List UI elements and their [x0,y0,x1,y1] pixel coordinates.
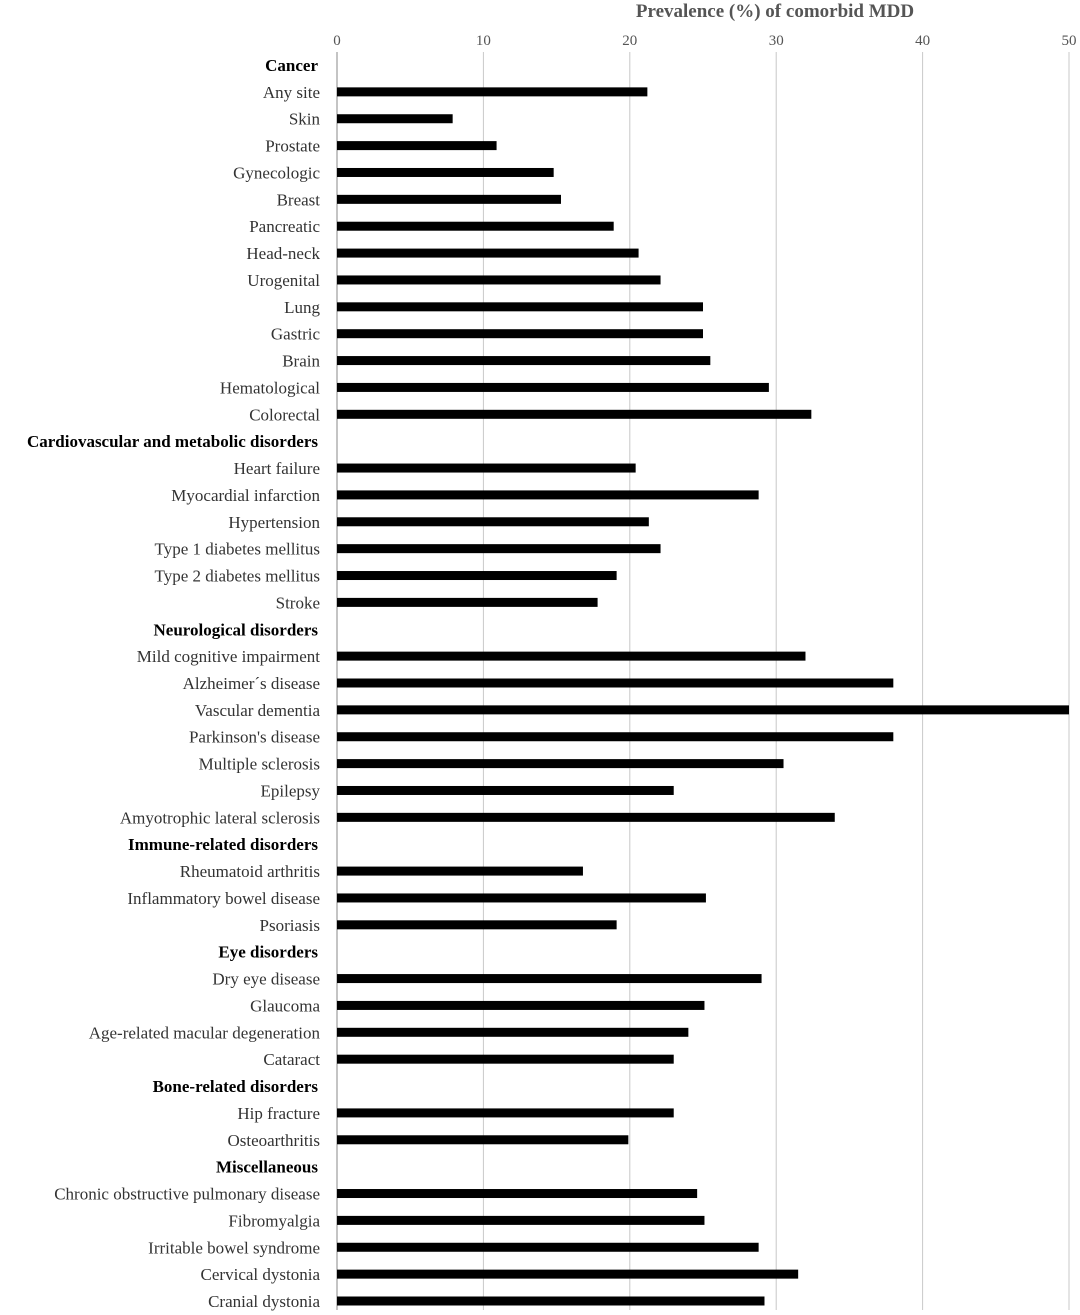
bar [337,1000,705,1010]
group-header: Eye disorders [218,943,318,962]
category-label: Multiple sclerosis [199,755,320,774]
category-label: Gynecologic [233,163,320,182]
category-label: Inflammatory bowel disease [127,889,320,908]
category-label: Myocardial infarction [171,486,320,505]
category-label: Mild cognitive impairment [137,647,320,666]
category-label: Cervical dystonia [201,1265,321,1284]
bar [337,920,617,930]
category-label: Stroke [276,593,320,612]
category-label: Type 2 diabetes mellitus [155,567,320,586]
x-tick-label: 30 [769,33,784,49]
x-tick-label: 10 [476,33,491,49]
category-label: Breast [277,190,321,209]
bar [337,678,894,688]
category-label: Head-neck [246,244,320,263]
bar [337,785,674,795]
x-tick-label: 50 [1062,33,1077,49]
category-label: Skin [289,110,321,129]
bar [337,87,648,97]
bar [337,597,598,607]
category-label: Cranial dystonia [208,1292,320,1311]
bar [337,1189,698,1199]
bar [337,356,711,366]
bar [337,651,806,661]
category-label: Any site [263,83,320,102]
bar [337,329,703,339]
category-label: Cataract [263,1050,320,1069]
category-label: Hypertension [228,513,320,532]
bar [337,275,661,285]
bar [337,1135,629,1145]
category-label: Pancreatic [249,217,320,236]
bar [337,141,497,151]
category-label: Chronic obstructive pulmonary disease [54,1185,320,1204]
bar [337,490,759,500]
category-label: Rheumatoid arthritis [180,862,320,881]
category-label: Lung [284,298,320,317]
category-label: Hip fracture [237,1104,320,1123]
category-label: Hematological [220,378,320,397]
bar [337,705,1069,715]
bar [337,571,617,581]
category-label: Psoriasis [260,916,320,935]
bar [337,1269,799,1279]
category-label: Heart failure [234,459,320,478]
bar [337,544,661,554]
bar [337,382,769,392]
bar [337,812,835,822]
bar [337,1054,674,1064]
category-label: Vascular dementia [195,701,321,720]
category-label: Fibromyalgia [228,1211,320,1230]
bar [337,1296,765,1306]
category-label: Urogenital [247,271,320,290]
category-label: Brain [282,352,320,371]
bar [337,866,583,876]
bar [337,167,554,177]
x-tick-label: 0 [333,33,341,49]
category-label: Amyotrophic lateral sclerosis [120,808,320,827]
bar [337,114,453,124]
x-axis-title: Prevalence (%) of comorbid MDD [636,1,914,22]
bar [337,759,784,769]
category-label: Irritable bowel syndrome [148,1238,320,1257]
bar [337,974,762,984]
bar [337,732,894,742]
category-label: Type 1 diabetes mellitus [155,540,320,559]
bar [337,1108,674,1118]
group-header: Bone-related disorders [153,1077,319,1096]
category-label: Alzheimer´s disease [183,674,320,693]
category-label: Dry eye disease [212,970,320,989]
bar [337,1215,705,1225]
bar [337,248,639,258]
category-label: Colorectal [249,405,320,424]
category-label: Epilepsy [261,781,321,800]
category-label: Osteoarthritis [227,1131,320,1150]
x-tick-label: 40 [915,33,930,49]
bar [337,221,614,231]
bar [337,194,561,204]
category-label: Parkinson's disease [189,728,320,747]
bar [337,463,636,473]
bar [337,1242,759,1252]
group-header: Miscellaneous [216,1158,318,1177]
x-tick-label: 20 [622,33,637,49]
category-label: Gastric [271,325,321,344]
group-header: Cardiovascular and metabolic disorders [27,432,318,451]
bar [337,409,812,419]
bar [337,302,703,312]
category-label: Prostate [265,137,320,156]
bar [337,1027,689,1037]
group-header: Cancer [265,56,318,75]
category-label: Glaucoma [250,996,320,1015]
bar [337,893,706,903]
category-label: Age-related macular degeneration [89,1023,321,1042]
group-header: Immune-related disorders [128,835,318,854]
bar [337,517,649,527]
group-header: Neurological disorders [154,620,319,639]
